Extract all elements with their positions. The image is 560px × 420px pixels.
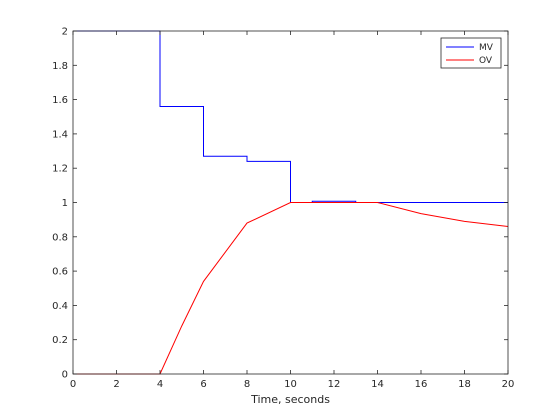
x-tick-label: 10 [284, 379, 297, 390]
x-tick-label: 2 [113, 379, 119, 390]
y-tick-label: 1 [62, 198, 68, 209]
series-line-mv [73, 30, 508, 203]
y-tick-label: 1.8 [52, 61, 68, 72]
x-tick-label: 4 [157, 379, 163, 390]
x-tick-label: 0 [70, 379, 76, 390]
y-tick-label: 0.4 [52, 301, 68, 312]
y-tick-label: 0.8 [52, 232, 68, 243]
x-tick-label: 16 [415, 379, 428, 390]
y-tick-label: 0.6 [52, 267, 68, 278]
legend: MV OV [440, 37, 502, 69]
y-tick-label: 1.6 [52, 95, 68, 106]
legend-label-ov: OV [479, 56, 493, 66]
x-axis-label: Time, seconds [250, 393, 330, 406]
legend-label-mv: MV [479, 43, 494, 53]
y-tick-label: 1.2 [52, 164, 68, 175]
x-tick-label: 8 [244, 379, 250, 390]
series-layer [73, 30, 509, 375]
y-tick-label: 1.4 [52, 129, 68, 140]
x-tick-label: 20 [502, 379, 515, 390]
x-tick-label: 18 [458, 379, 471, 390]
x-tick-label: 6 [200, 379, 206, 390]
x-tick-label: 14 [371, 379, 384, 390]
series-line-ov [73, 202, 509, 375]
y-tick-label: 0.2 [52, 335, 68, 346]
tick-layer: 0 2 4 6 8 10 12 14 16 18 20 0 0.2 0.4 0.6 0.8 1 1.2 1.4 1.6… [52, 27, 514, 391]
x-tick-label: 12 [328, 379, 341, 390]
y-tick-label: 2 [62, 27, 68, 38]
y-tick-label: 0 [62, 370, 68, 381]
legend-box [440, 37, 502, 69]
